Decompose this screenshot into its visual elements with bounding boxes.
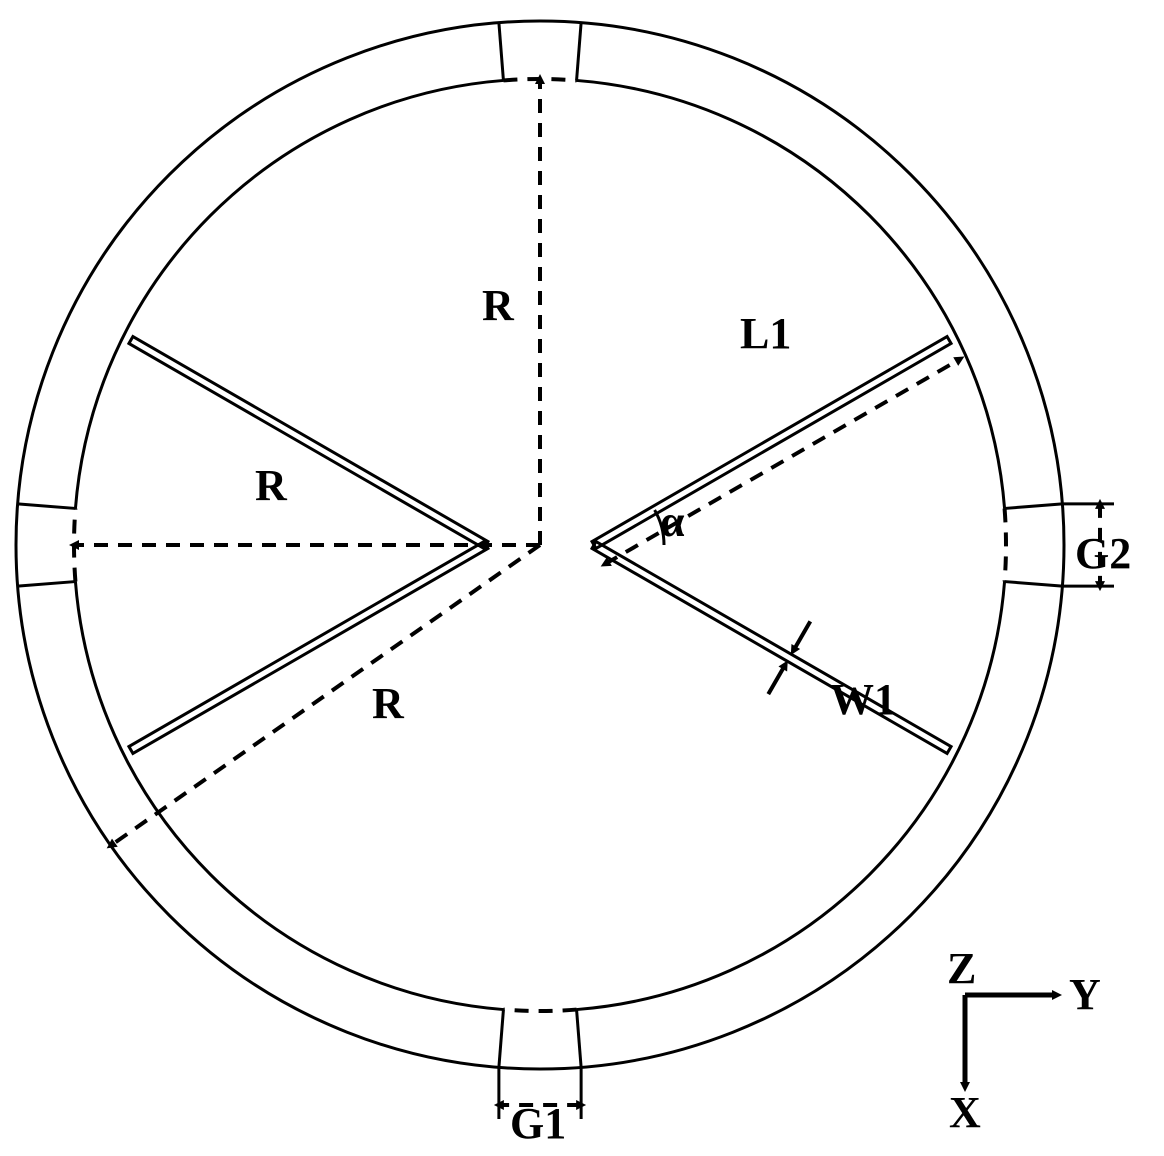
label-Ra: R <box>482 281 515 330</box>
ring-gap-edge <box>499 23 504 81</box>
label-axisX: X <box>949 1088 981 1137</box>
dim-W1-tick <box>768 665 785 694</box>
v-slot-arm <box>129 542 488 754</box>
inner-ring-arc <box>577 80 1005 508</box>
label-G1: G1 <box>510 1099 566 1148</box>
inner-ring-arc <box>75 80 503 508</box>
engineering-diagram: R R R L1 α W1 G1 G2 Z Y X <box>0 0 1164 1156</box>
ring-gap-edge <box>1005 582 1063 587</box>
label-W1: W1 <box>830 675 896 724</box>
ring-gap-edge <box>577 23 582 81</box>
label-alpha: α <box>660 497 685 546</box>
dim-W1-tick <box>793 621 810 650</box>
dim-L1 <box>605 359 960 564</box>
label-L1: L1 <box>740 309 791 358</box>
ring-gap-edge <box>18 504 76 509</box>
inner-ring-arc <box>75 582 503 1010</box>
label-axisY: Y <box>1069 970 1101 1019</box>
ring-gap-edge <box>577 1010 582 1068</box>
inner-ring-arc <box>577 582 1005 1010</box>
label-Rb: R <box>255 461 288 510</box>
ring-gap-edge <box>18 582 76 587</box>
dim-R <box>111 545 540 846</box>
v-slot-arm <box>592 337 951 549</box>
ring-gap-dashed-arc <box>1005 508 1006 581</box>
v-slot-arm <box>129 337 488 549</box>
ring-gap-edge <box>499 1010 504 1068</box>
ring-gap-edge <box>1005 504 1063 509</box>
label-R: R <box>372 679 405 728</box>
ring-gap-dashed-arc <box>503 1010 576 1011</box>
v-slot-arm <box>592 542 951 754</box>
label-axisZ: Z <box>947 944 976 993</box>
label-G2: G2 <box>1075 529 1131 578</box>
